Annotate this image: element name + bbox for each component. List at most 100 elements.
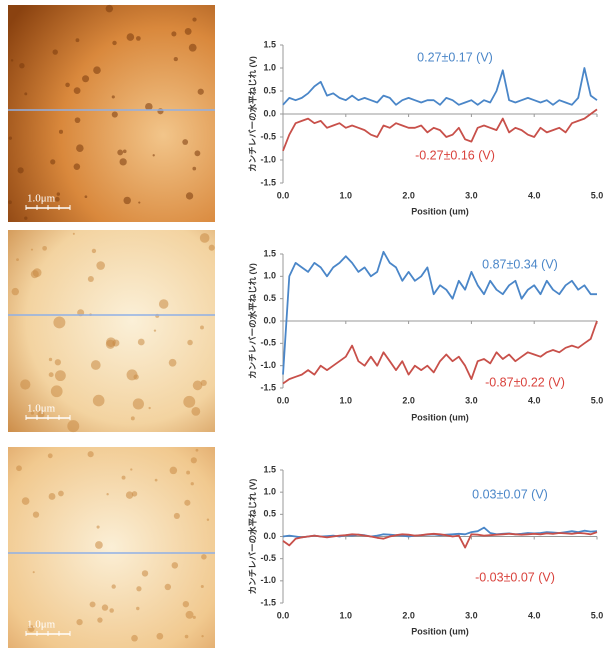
surface-pit — [117, 149, 124, 156]
surface-pit — [173, 56, 178, 62]
surface-pit — [194, 150, 201, 157]
surface-pit — [185, 610, 194, 619]
y-tick-label: 0.5 — [263, 293, 276, 303]
surface-pit — [164, 583, 172, 591]
x-axis-title: Position (um) — [411, 412, 469, 422]
surface-pit — [131, 634, 138, 642]
image-background — [8, 230, 215, 432]
surface-pit — [24, 216, 28, 220]
surface-pit — [190, 457, 197, 464]
surface-pit — [121, 475, 126, 480]
surface-pit — [168, 358, 177, 367]
surface-pit — [74, 117, 81, 124]
surface-pit — [157, 108, 164, 115]
surface-pit — [92, 394, 105, 407]
surface-pit — [30, 270, 39, 279]
y-tick-label: 0.0 — [263, 531, 276, 541]
x-tick-label: 4.0 — [528, 610, 541, 620]
surface-pit — [148, 406, 151, 410]
x-tick-label: 0.0 — [277, 610, 290, 620]
x-tick-label: 1.0 — [340, 395, 353, 405]
surface-pit — [87, 275, 94, 283]
surface-pit — [42, 245, 47, 251]
surface-pit — [136, 606, 140, 611]
x-tick-label: 5.0 — [591, 395, 604, 405]
surface-pit — [182, 600, 190, 608]
y-tick-label: -1.0 — [260, 575, 276, 585]
surface-pit — [30, 248, 34, 251]
surface-pit — [206, 518, 210, 522]
surface-pit — [96, 525, 100, 529]
surface-pit — [47, 453, 53, 459]
surface-pit — [73, 87, 81, 94]
surface-pit — [200, 325, 204, 330]
surface-pit — [11, 287, 19, 296]
surface-pit — [200, 584, 204, 588]
surface-pit — [65, 82, 70, 88]
surface-pit — [58, 129, 64, 134]
y-axis-title: カンチレバーの水平ねじれ (V) — [247, 56, 257, 172]
surface-pit — [153, 329, 157, 332]
surface-pit — [137, 338, 145, 346]
surface-pit — [21, 497, 30, 505]
data-line — [282, 526, 598, 539]
y-tick-label: 0.0 — [263, 108, 276, 118]
surface-pit — [184, 499, 191, 506]
surface-pit — [97, 617, 103, 623]
y-tick-label: 1.0 — [263, 487, 276, 497]
surface-pit — [208, 244, 215, 251]
surface-pit — [141, 570, 149, 577]
scale-bar-label: 1.0μm — [27, 619, 56, 631]
surface-pit — [93, 66, 101, 75]
surface-pit — [186, 470, 191, 475]
surface-pit — [197, 88, 204, 95]
surface-pit — [54, 359, 61, 366]
surface-pit — [105, 339, 116, 349]
x-tick-label: 2.0 — [402, 190, 415, 200]
surface-pit — [182, 139, 189, 145]
surface-pit — [84, 195, 88, 199]
afm-image: 1.0μm — [8, 4, 215, 222]
surface-pit — [184, 634, 189, 639]
y-tick-label: 0.0 — [263, 315, 276, 325]
surface-pit — [37, 410, 45, 418]
y-tick-label: 0.5 — [263, 509, 276, 519]
y-tick-label: -1.0 — [260, 360, 276, 370]
surface-pit — [158, 299, 169, 309]
surface-pit — [156, 632, 164, 640]
surface-pit — [16, 465, 22, 472]
surface-pit — [90, 360, 101, 370]
annotation: 0.27±0.17 (V) — [417, 50, 493, 64]
data-line — [282, 250, 597, 375]
surface-pit — [54, 196, 60, 202]
x-tick-label: 5.0 — [591, 190, 604, 200]
surface-pit — [8, 200, 12, 205]
surface-pit — [192, 166, 197, 171]
surface-pit — [109, 608, 114, 613]
y-tick-label: 1.0 — [263, 271, 276, 281]
annotation: 0.03±0.07 (V) — [472, 487, 548, 501]
surface-pit — [76, 618, 83, 626]
surface-pit — [136, 586, 142, 592]
surface-pit — [105, 4, 114, 13]
surface-pit — [154, 478, 158, 482]
surface-pit — [125, 491, 134, 499]
surface-pit — [67, 420, 80, 433]
annotation: -0.27±0.16 (V) — [415, 148, 495, 162]
surface-pit — [122, 149, 127, 154]
surface-pit — [19, 63, 25, 69]
surface-pit — [50, 159, 56, 165]
surface-pit — [171, 562, 179, 569]
image-background — [8, 447, 215, 648]
surface-pit — [17, 167, 24, 174]
surface-pit — [106, 493, 109, 496]
y-axis-title: カンチレバーの水平ねじれ (V) — [247, 478, 257, 594]
surface-pit — [192, 17, 197, 22]
surface-pit — [199, 233, 210, 243]
surface-pit — [32, 511, 40, 518]
surface-pit — [188, 43, 197, 52]
surface-pit — [89, 601, 96, 608]
surface-pit — [119, 158, 127, 166]
surface-pit — [126, 369, 138, 381]
